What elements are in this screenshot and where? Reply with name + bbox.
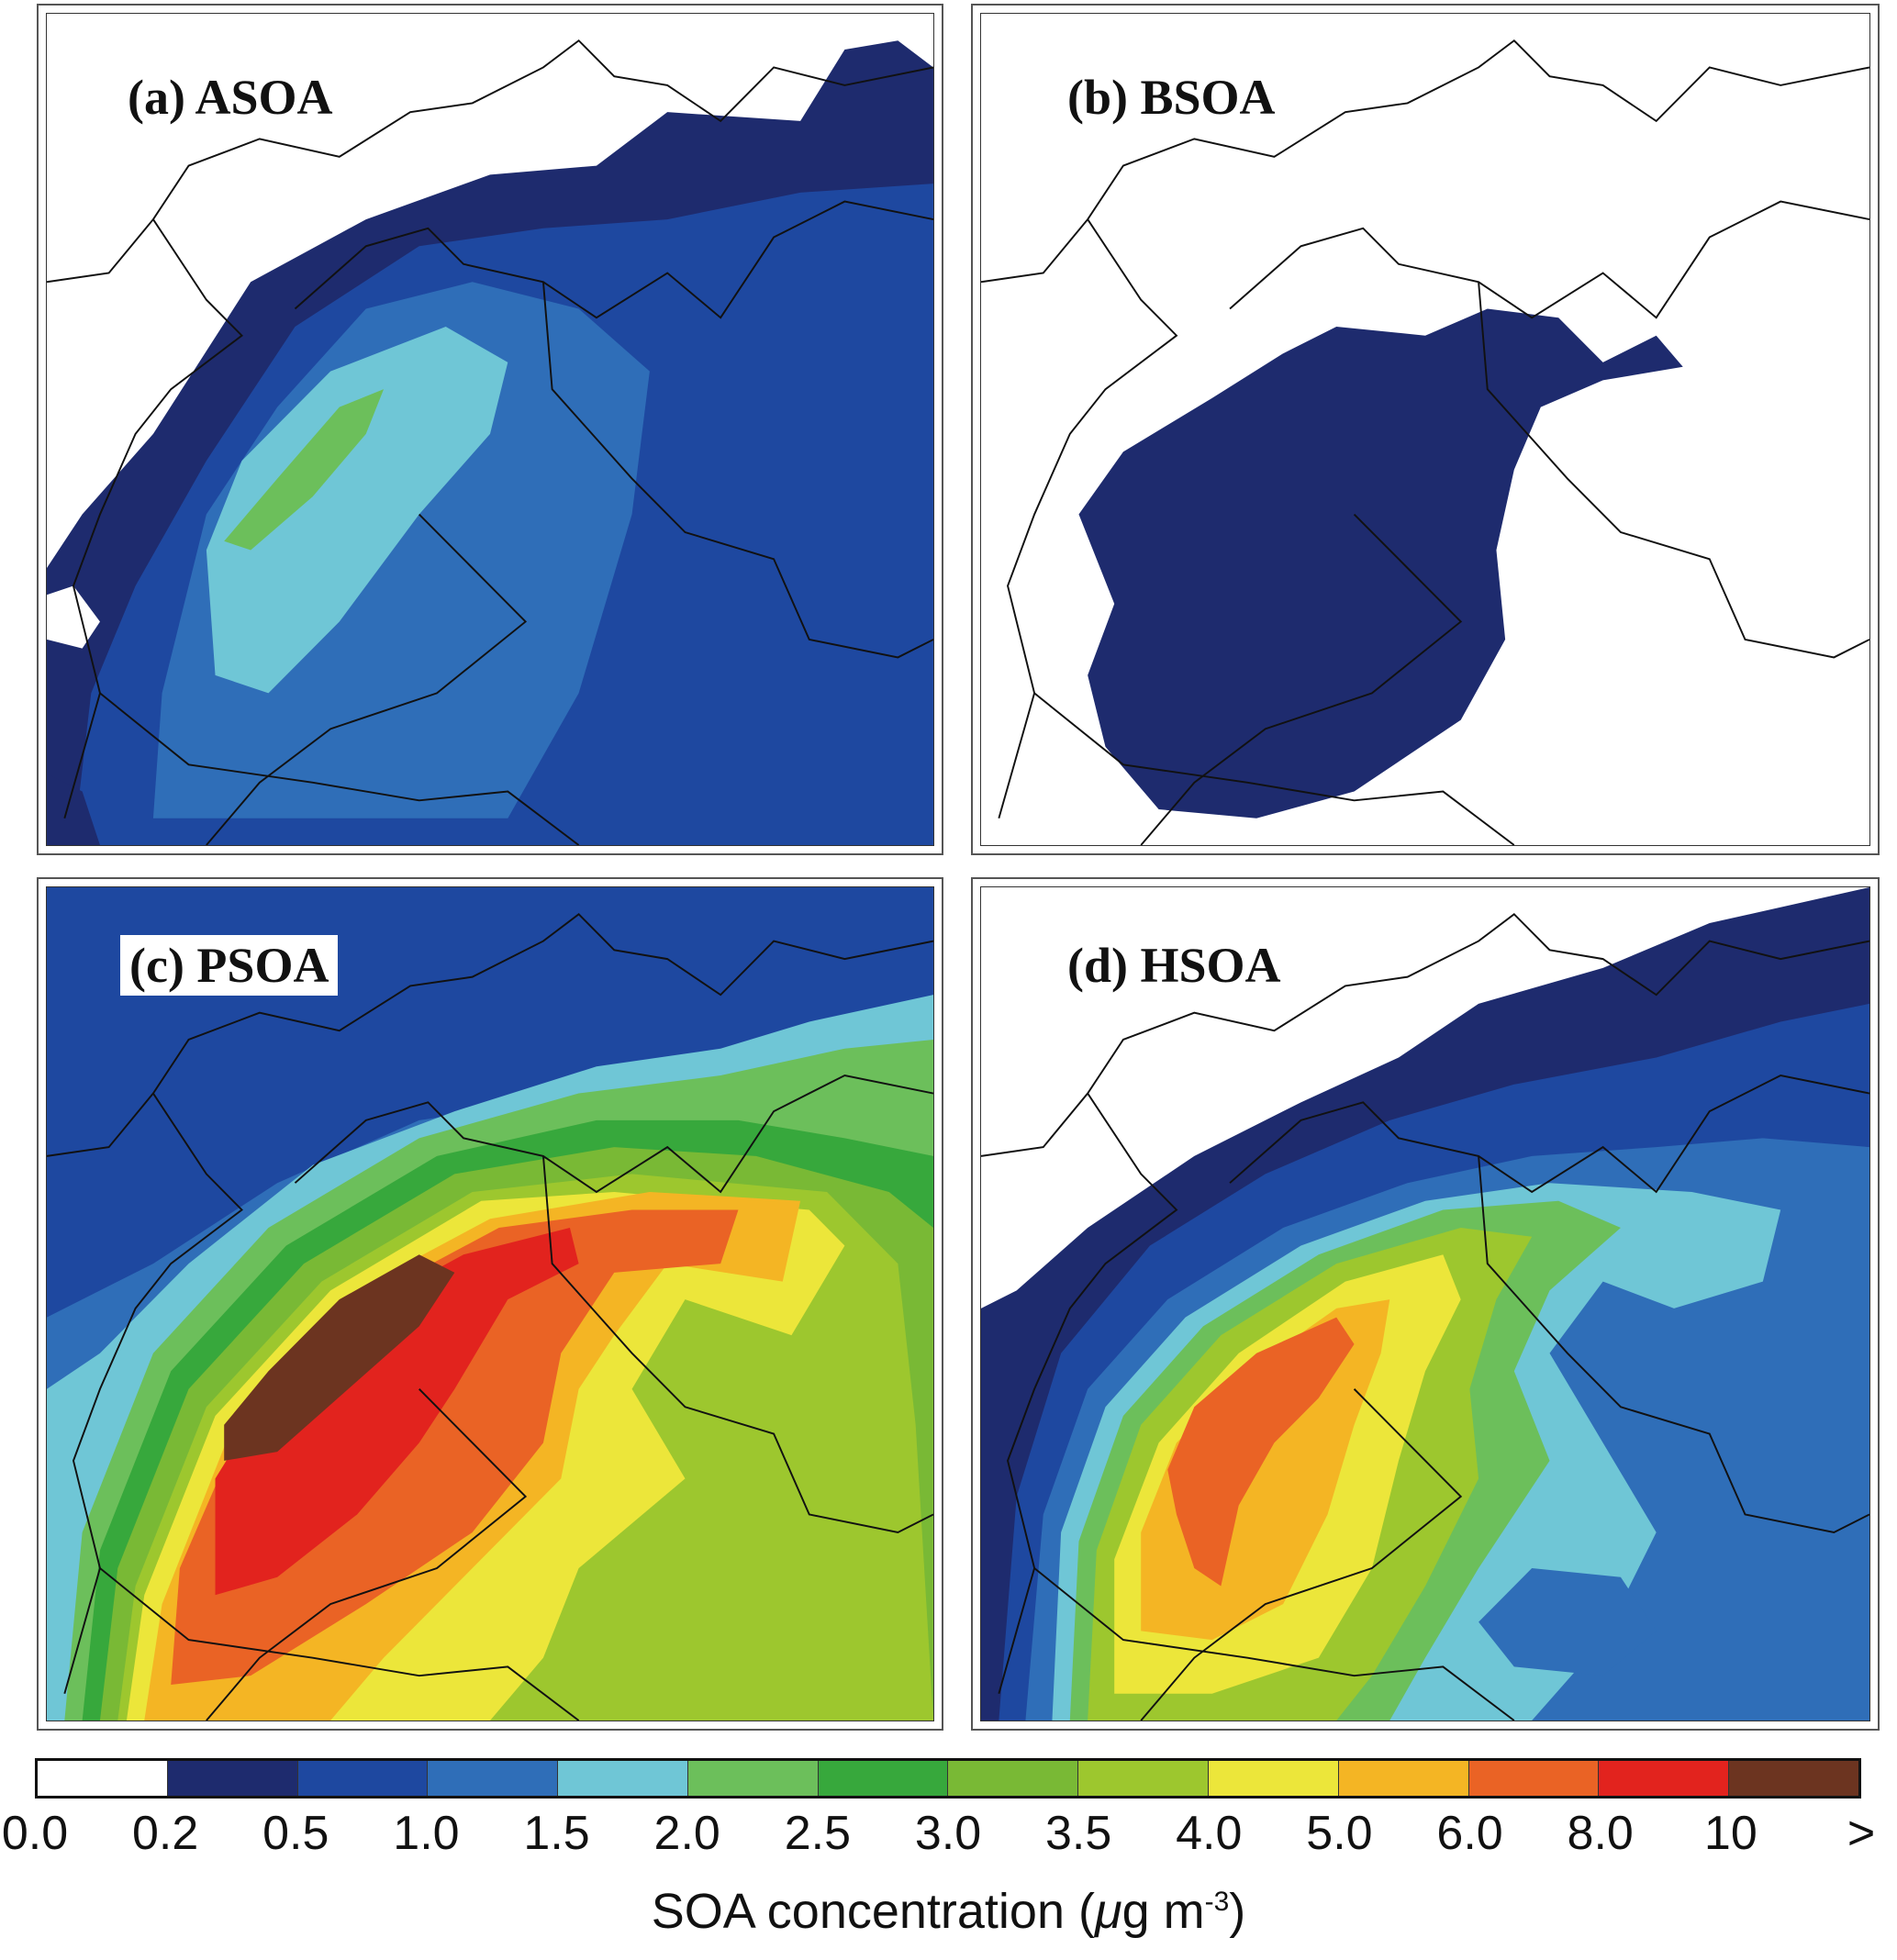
colorbar-segment [1467,1761,1599,1796]
colorbar-segment [1337,1761,1468,1796]
colorbar-title-mu: μ [1094,1884,1122,1939]
colorbar-tick-label: 10 [1703,1807,1758,1860]
panel-b-map: (b) BSOA [980,13,1870,846]
panel-a: (a) ASOA [37,4,943,855]
colorbar-segment [1208,1761,1338,1796]
panel-c: (c) PSOA [37,877,943,1731]
colorbar-tick-label: 6.0 [1436,1807,1503,1860]
colorbar-tick-label: 4.0 [1176,1807,1243,1860]
colorbar [35,1758,1861,1799]
colorbar-segment [817,1761,948,1796]
colorbar-tick-label: 0.0 [1,1807,69,1860]
panel-d-label: (d) HSOA [1067,938,1281,993]
colorbar-title-unit: g m [1121,1884,1205,1939]
colorbar-title-main: SOA concentration ( [651,1884,1095,1939]
colorbar-ticks: 0.0 0.2 0.5 1.0 1.5 2.0 2.5 3.0 3.5 4.0 5.0 6.0 8.0 1… [0,1806,1897,1870]
panel-c-map: (c) PSOA [46,886,934,1721]
colorbar-segment [686,1761,818,1796]
panel-a-map: (a) ASOA [46,13,934,846]
colorbar-segment [296,1761,428,1796]
panel-d: (d) HSOA [971,877,1880,1731]
colorbar-segment [1077,1761,1209,1796]
panel-d-field [981,887,1869,1721]
panel-c-field [47,887,933,1721]
colorbar-title-close: ) [1229,1884,1246,1939]
colorbar-segment [557,1761,687,1796]
colorbar-segment [1728,1761,1858,1796]
colorbar-tick-label: 8.0 [1567,1807,1634,1860]
colorbar-tick-label: 5.0 [1306,1807,1373,1860]
colorbar-segment [1598,1761,1729,1796]
colorbar-tick-label: 3.5 [1044,1807,1112,1860]
panel-b: (b) BSOA [971,4,1880,855]
colorbar-title-exponent: -3 [1204,1887,1230,1917]
panel-b-label: (b) BSOA [1067,70,1276,125]
colorbar-tick-label: 0.5 [262,1807,329,1860]
colorbar-tick-label: > [1847,1807,1876,1860]
panel-c-label: (c) PSOA [120,935,339,996]
colorbar-tick-label: 2.5 [784,1807,851,1860]
colorbar-tick-label: 1.0 [393,1807,460,1860]
panel-b-field [981,14,1869,845]
colorbar-tick-label: 3.0 [914,1807,982,1860]
colorbar-segment [947,1761,1078,1796]
panel-d-map: (d) HSOA [980,886,1870,1721]
colorbar-tick-label: 0.2 [131,1807,199,1860]
colorbar-tick-label: 2.0 [653,1807,720,1860]
colorbar-segment [427,1761,558,1796]
panel-a-label: (a) ASOA [128,70,333,125]
colorbar-tick-label: 1.5 [523,1807,590,1860]
colorbar-segment [166,1761,297,1796]
colorbar-segment [38,1761,167,1796]
colorbar-title: SOA concentration (μg m-3) [0,1883,1897,1940]
panel-a-field [47,14,933,845]
